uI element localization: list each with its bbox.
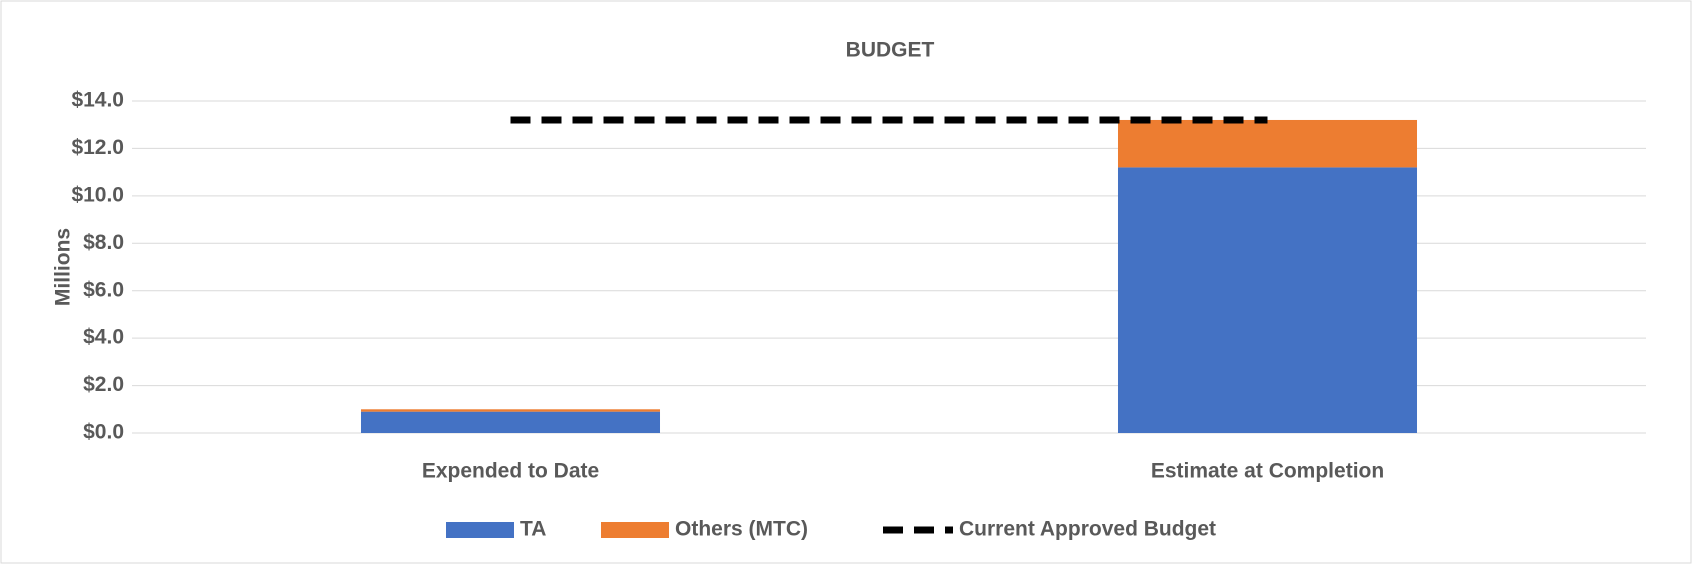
- bar-segment: [1117, 119, 1418, 168]
- x-tick-label: Estimate at Completion: [1151, 460, 1384, 483]
- y-tick-label: $12.0: [71, 136, 124, 159]
- legend-swatch: [601, 522, 669, 538]
- bar-segment: [360, 409, 661, 412]
- y-tick-label: $2.0: [83, 373, 124, 396]
- y-tick-label: $6.0: [83, 278, 124, 301]
- bar-segment: [360, 411, 661, 433]
- y-tick-label: $4.0: [83, 326, 124, 349]
- y-tick-label: $14.0: [71, 89, 124, 112]
- x-tick-label: Expended to Date: [422, 460, 599, 483]
- y-tick-label: $10.0: [71, 183, 124, 206]
- bar-segment: [1117, 167, 1418, 433]
- chart-title: BUDGET: [846, 39, 935, 62]
- legend-label: Others (MTC): [675, 518, 808, 541]
- legend-label: Current Approved Budget: [959, 518, 1216, 541]
- y-tick-label: $8.0: [83, 231, 124, 254]
- y-tick-label: $0.0: [83, 421, 124, 444]
- legend-swatch: [446, 522, 514, 538]
- legend-label: TA: [520, 518, 546, 541]
- y-axis-label: Millions: [52, 228, 75, 306]
